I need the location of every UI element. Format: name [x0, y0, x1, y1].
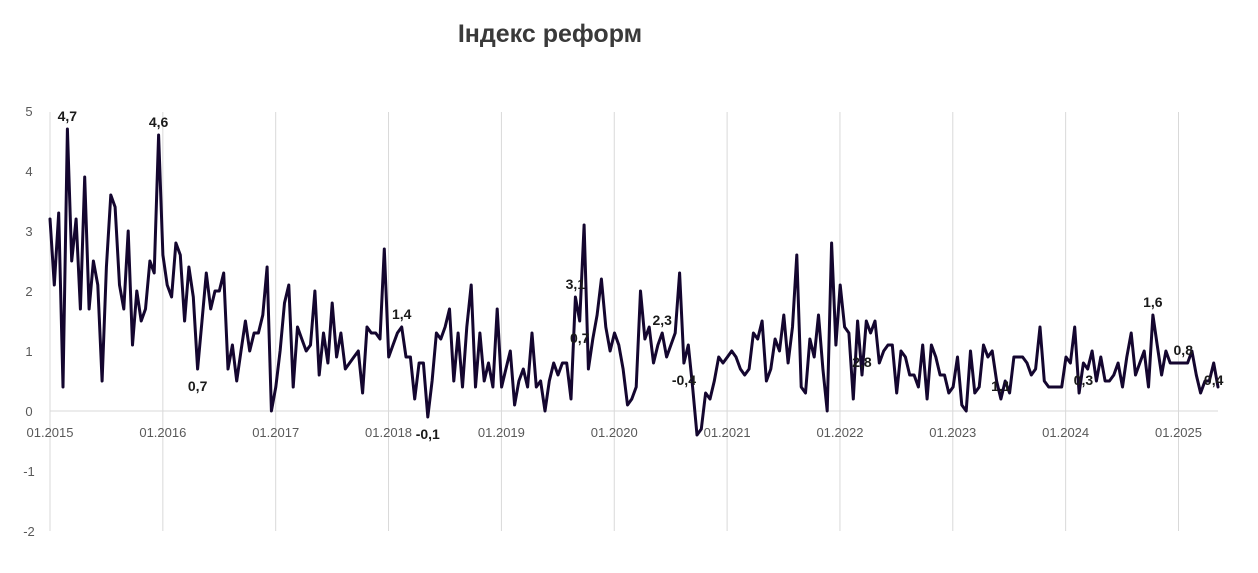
data-label: 1,6 — [1143, 294, 1163, 310]
y-tick-label: 0 — [25, 404, 32, 419]
y-tick-label: -1 — [23, 464, 35, 479]
data-label: -0,1 — [416, 426, 440, 442]
data-label: 0,4 — [1204, 372, 1224, 388]
x-tick-label: 01.2022 — [816, 425, 863, 440]
data-label: -0,4 — [672, 372, 696, 388]
y-tick-label: 5 — [25, 104, 32, 119]
data-label: 1,4 — [392, 306, 412, 322]
x-tick-label: 01.2025 — [1155, 425, 1202, 440]
data-label: 0,7 — [570, 330, 590, 346]
data-label: 2,3 — [652, 312, 672, 328]
x-tick-label: 01.2021 — [704, 425, 751, 440]
data-label: 1,1 — [991, 378, 1011, 394]
data-label: 4,7 — [58, 108, 78, 124]
x-tick-label: 01.2024 — [1042, 425, 1089, 440]
chart-title: Індекс реформ — [457, 20, 643, 48]
y-tick-label: -2 — [23, 524, 35, 539]
x-tick-label: 01.2020 — [591, 425, 638, 440]
x-tick-label: 01.2017 — [252, 425, 299, 440]
x-tick-label: 01.2015 — [27, 425, 74, 440]
y-tick-label: 1 — [25, 344, 32, 359]
y-tick-label: 2 — [25, 284, 32, 299]
data-label: 0,7 — [188, 378, 208, 394]
x-tick-label: 01.2019 — [478, 425, 525, 440]
data-label: 0,8 — [1174, 342, 1194, 358]
data-label: 2,8 — [852, 354, 872, 370]
data-label: 3,1 — [566, 276, 586, 292]
x-tick-label: 01.2018 — [365, 425, 412, 440]
y-tick-label: 4 — [25, 164, 32, 179]
x-tick-label: 01.2016 — [139, 425, 186, 440]
data-label: 0,3 — [1074, 372, 1094, 388]
y-tick-label: 3 — [25, 224, 32, 239]
data-label: 4,6 — [149, 114, 169, 130]
series-line — [48, 127, 1220, 437]
x-tick-label: 01.2023 — [929, 425, 976, 440]
